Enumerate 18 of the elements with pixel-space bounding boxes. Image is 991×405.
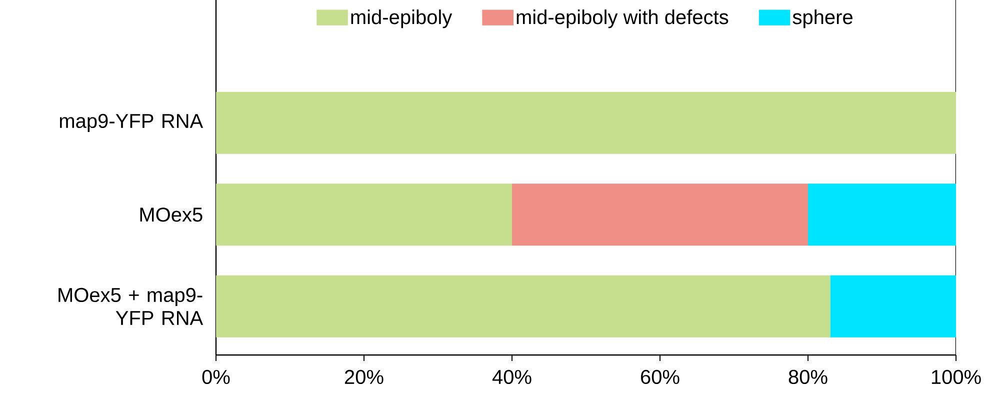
y-tick-label: MOex5	[140, 208, 202, 222]
y-tick-label: map9-YFP RNA	[60, 114, 204, 132]
x-tick-label: 20%	[344, 370, 384, 384]
x-tick-label: 0%	[202, 370, 230, 384]
legend-label: mid-epiboly with defects	[516, 10, 728, 28]
y-tick-label: MOex5 + map9-YFP RNA	[58, 288, 204, 325]
x-tick-label: 80%	[788, 370, 828, 384]
bar	[216, 275, 830, 338]
bar	[512, 184, 808, 246]
bar	[216, 184, 512, 246]
bar	[216, 92, 956, 154]
x-tick-label: 100%	[932, 370, 981, 384]
bar	[830, 275, 956, 338]
legend-label: mid-epiboly	[351, 10, 452, 28]
x-tick-label: 60%	[641, 370, 680, 384]
x-tick-label: 40%	[492, 370, 532, 384]
legend-label: sphere	[792, 10, 852, 28]
bar	[808, 184, 956, 246]
